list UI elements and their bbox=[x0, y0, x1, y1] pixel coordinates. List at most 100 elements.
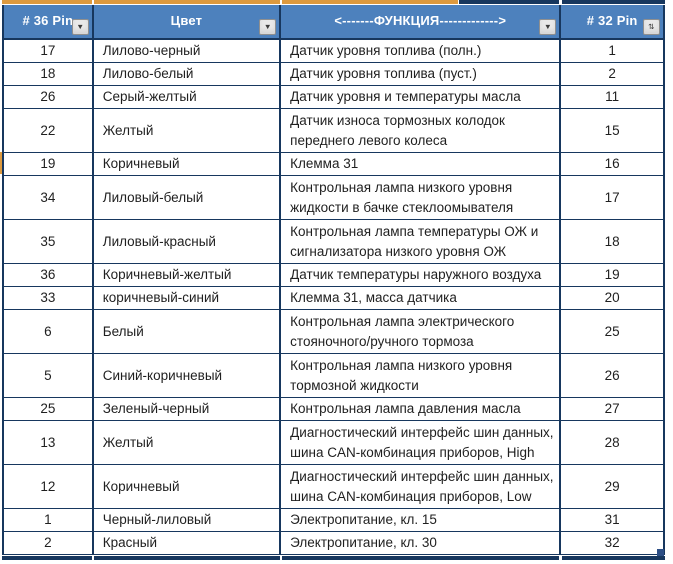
cell-color[interactable]: Черный-лиловый bbox=[93, 509, 282, 532]
cell-text-pin36: 22 bbox=[40, 122, 56, 138]
cell-text-color: Красный bbox=[102, 535, 158, 550]
cell-text-pin36: 2 bbox=[44, 535, 52, 550]
table-row: 17 Лилово-черный Датчик уровня топлива (… bbox=[4, 40, 665, 63]
cell-function[interactable]: Клемма 31 bbox=[281, 153, 562, 176]
cell-pin32[interactable]: 11 bbox=[561, 86, 665, 109]
cell-color[interactable]: Желтый bbox=[93, 109, 282, 153]
cell-function[interactable]: Электропитание, кл. 30 bbox=[281, 532, 562, 555]
cell-pin32[interactable]: 25 bbox=[561, 310, 665, 354]
cell-pin32[interactable]: 28 bbox=[561, 421, 665, 465]
cell-pin32[interactable]: 16 bbox=[561, 153, 665, 176]
cell-function[interactable]: Клемма 31, масса датчика bbox=[281, 287, 562, 310]
cutoff-cell-edge bbox=[2, 0, 92, 4]
cell-pin32[interactable]: 32 bbox=[561, 532, 665, 555]
filter-dropdown-button[interactable]: ▼ bbox=[71, 19, 89, 35]
cutoff-cell-edge bbox=[282, 556, 559, 560]
cell-color[interactable]: Лилово-черный bbox=[93, 40, 282, 63]
cell-pin36[interactable]: 1 bbox=[4, 509, 94, 532]
cell-pin36[interactable]: 19 bbox=[4, 153, 94, 176]
cell-text-pin32: 25 bbox=[604, 323, 620, 339]
cell-color[interactable]: Коричневый bbox=[93, 465, 282, 509]
cell-pin36[interactable]: 36 bbox=[4, 264, 94, 287]
cell-pin36[interactable]: 33 bbox=[4, 287, 94, 310]
column-header-2[interactable]: <-------ФУНКЦИЯ-------------> ▼ bbox=[281, 5, 562, 38]
cell-text-color: Синий-коричневый bbox=[102, 367, 223, 383]
cell-color[interactable]: Серый-желтый bbox=[93, 86, 282, 109]
column-header-1[interactable]: Цвет ▼ bbox=[94, 5, 282, 38]
cell-pin32[interactable]: 17 bbox=[561, 176, 665, 220]
cell-color[interactable]: Белый bbox=[93, 310, 282, 354]
cell-color[interactable]: Лиловый-красный bbox=[93, 220, 282, 264]
filter-sort-dropdown-button[interactable]: ⇅ bbox=[643, 19, 660, 35]
cell-pin32[interactable]: 31 bbox=[561, 509, 665, 532]
cell-function[interactable]: Датчик уровня топлива (полн.) bbox=[281, 40, 562, 63]
cell-pin32[interactable]: 18 bbox=[561, 220, 665, 264]
cell-pin32[interactable]: 26 bbox=[561, 354, 665, 398]
cell-pin36[interactable]: 13 bbox=[4, 421, 94, 465]
cell-color[interactable]: Синий-коричневый bbox=[93, 354, 282, 398]
table-row: 34 Лиловый-белый Контрольная лампа низко… bbox=[4, 176, 665, 220]
cutoff-cell-edge bbox=[282, 0, 458, 4]
cell-text-pin32: 27 bbox=[604, 401, 620, 416]
cell-function[interactable]: Датчик износа тормозных колодок переднег… bbox=[281, 109, 562, 153]
cell-text-function: Клемма 31, масса датчика bbox=[290, 290, 457, 305]
cell-color[interactable]: Коричневый-желтый bbox=[93, 264, 282, 287]
cell-function[interactable]: Диагностический интерфейс шин данных, ши… bbox=[281, 421, 562, 465]
cell-pin36[interactable]: 22 bbox=[4, 109, 94, 153]
cell-text-pin32: 29 bbox=[604, 478, 620, 494]
cell-function[interactable]: Датчик уровня и температуры масла bbox=[281, 86, 562, 109]
cell-color[interactable]: Красный bbox=[93, 532, 282, 555]
cell-text-pin36: 34 bbox=[40, 189, 56, 205]
cell-pin36[interactable]: 34 bbox=[4, 176, 94, 220]
cell-function[interactable]: Контрольная лампа электрического стояноч… bbox=[281, 310, 562, 354]
cell-function[interactable]: Контрольная лампа низкого уровня жидкост… bbox=[281, 176, 562, 220]
filter-dropdown-button[interactable]: ▼ bbox=[259, 19, 277, 35]
cell-text-function: Датчик уровня топлива (полн.) bbox=[290, 43, 482, 58]
cell-text-pin36: 19 bbox=[40, 156, 56, 171]
filter-dropdown-icon: ▼ bbox=[76, 22, 85, 31]
filter-dropdown-icon: ▼ bbox=[543, 22, 552, 31]
cell-function[interactable]: Диагностический интерфейс шин данных, ши… bbox=[281, 465, 562, 509]
cell-pin36[interactable]: 6 bbox=[4, 310, 94, 354]
cell-color[interactable]: коричневый-синий bbox=[93, 287, 282, 310]
cell-text-pin32: 20 bbox=[604, 290, 620, 305]
cell-function[interactable]: Контрольная лампа давления масла bbox=[281, 398, 562, 421]
cell-color[interactable]: Зеленый-черный bbox=[93, 398, 282, 421]
table-row: 5 Синий-коричневый Контрольная лампа низ… bbox=[4, 354, 665, 398]
column-header-3[interactable]: # 32 Pin ⇅ bbox=[561, 5, 665, 38]
cutoff-row-bottom bbox=[0, 556, 673, 561]
cell-pin32[interactable]: 29 bbox=[561, 465, 665, 509]
cell-text-pin32: 17 bbox=[604, 189, 620, 205]
table-row: 1 Черный-лиловый Электропитание, кл. 15 … bbox=[4, 509, 665, 532]
cell-pin36[interactable]: 26 bbox=[4, 86, 94, 109]
cell-pin36[interactable]: 12 bbox=[4, 465, 94, 509]
filter-dropdown-button[interactable]: ▼ bbox=[539, 19, 557, 35]
column-header-0[interactable]: # 36 Pin ▼ bbox=[4, 5, 94, 38]
cell-color[interactable]: Лилово-белый bbox=[93, 63, 282, 86]
cell-text-pin32: 19 bbox=[604, 267, 620, 282]
cell-function[interactable]: Датчик температуры наружного воздуха bbox=[281, 264, 562, 287]
cell-pin32[interactable]: 27 bbox=[561, 398, 665, 421]
cell-pin36[interactable]: 5 bbox=[4, 354, 94, 398]
cell-function[interactable]: Электропитание, кл. 15 bbox=[281, 509, 562, 532]
cell-function[interactable]: Датчик уровня топлива (пуст.) bbox=[281, 63, 562, 86]
cell-pin36[interactable]: 18 bbox=[4, 63, 94, 86]
cell-color[interactable]: Желтый bbox=[93, 421, 282, 465]
cell-pin32[interactable]: 19 bbox=[561, 264, 665, 287]
cell-color[interactable]: Коричневый bbox=[93, 153, 282, 176]
cell-function[interactable]: Контрольная лампа низкого уровня тормозн… bbox=[281, 354, 562, 398]
cell-pin32[interactable]: 20 bbox=[561, 287, 665, 310]
cell-function[interactable]: Контрольная лампа температуры ОЖ и сигна… bbox=[281, 220, 562, 264]
cell-pin36[interactable]: 17 bbox=[4, 40, 94, 63]
cell-pin32[interactable]: 2 bbox=[561, 63, 665, 86]
cell-pin32[interactable]: 1 bbox=[561, 40, 665, 63]
cell-pin36[interactable]: 2 bbox=[4, 532, 94, 555]
cell-text-color: Лилово-белый bbox=[102, 66, 194, 81]
column-header-label: <-------ФУНКЦИЯ-------------> bbox=[334, 13, 507, 28]
cell-color[interactable]: Лиловый-белый bbox=[93, 176, 282, 220]
cell-pin36[interactable]: 35 bbox=[4, 220, 94, 264]
cell-text-pin32: 2 bbox=[608, 66, 616, 81]
cell-pin36[interactable]: 25 bbox=[4, 398, 94, 421]
cell-pin32[interactable]: 15 bbox=[561, 109, 665, 153]
